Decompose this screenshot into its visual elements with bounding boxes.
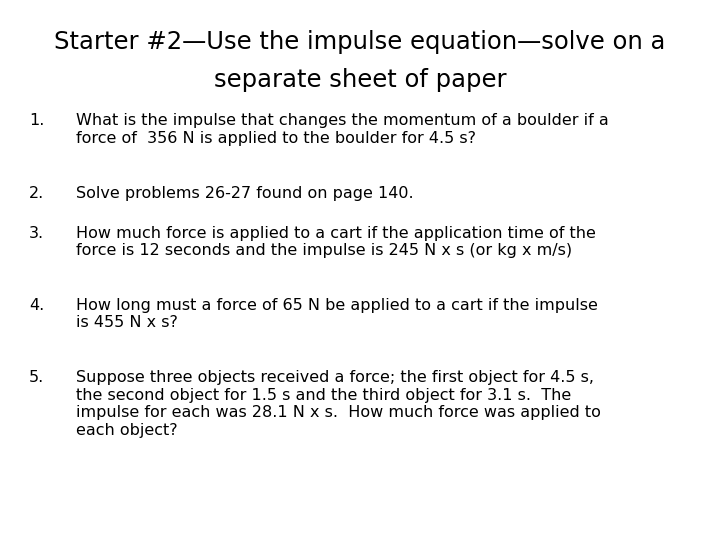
Text: 5.: 5. [29, 370, 44, 386]
Text: Solve problems 26-27 found on page 140.: Solve problems 26-27 found on page 140. [76, 186, 413, 201]
Text: 3.: 3. [29, 226, 44, 241]
Text: 2.: 2. [29, 186, 44, 201]
Text: separate sheet of paper: separate sheet of paper [214, 68, 506, 91]
Text: Starter #2—Use the impulse equation—solve on a: Starter #2—Use the impulse equation—solv… [54, 30, 666, 53]
Text: Suppose three objects received a force; the first object for 4.5 s,
the second o: Suppose three objects received a force; … [76, 370, 600, 437]
Text: How much force is applied to a cart if the application time of the
force is 12 s: How much force is applied to a cart if t… [76, 226, 595, 258]
Text: 1.: 1. [29, 113, 44, 129]
Text: What is the impulse that changes the momentum of a boulder if a
force of  356 N : What is the impulse that changes the mom… [76, 113, 608, 146]
Text: How long must a force of 65 N be applied to a cart if the impulse
is 455 N x s?: How long must a force of 65 N be applied… [76, 298, 598, 330]
Text: 4.: 4. [29, 298, 44, 313]
